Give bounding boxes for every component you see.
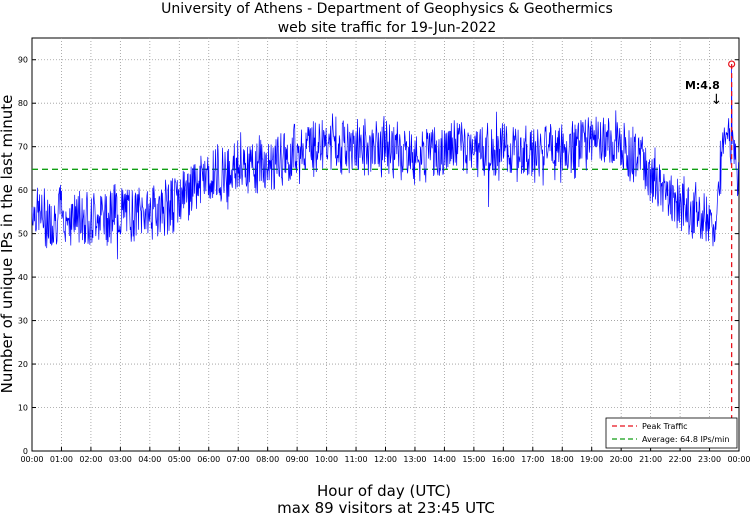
x-axis-label: Hour of day (UTC) [317, 482, 451, 500]
peak-marker [728, 60, 736, 68]
x-tick-label: 23:00 [698, 455, 721, 464]
legend-box [605, 417, 738, 449]
x-tick-label: 19:00 [580, 455, 603, 464]
grid [32, 38, 739, 451]
y-tick-label: 30 [18, 317, 28, 326]
annotation-arrow: ↓ [711, 92, 723, 108]
y-tick-label: 50 [18, 230, 28, 239]
x-tick-label: 17:00 [521, 455, 544, 464]
x-tick-label: 07:00 [227, 455, 250, 464]
x-tick-label: 05:00 [168, 455, 191, 464]
y-tick-label: 0 [23, 447, 28, 456]
x-tick-label: 15:00 [462, 455, 485, 464]
x-tick-label: 01:00 [50, 455, 73, 464]
x-tick-label: 14:00 [433, 455, 456, 464]
x-tick-label: 16:00 [492, 455, 515, 464]
y-tick-label: 40 [18, 273, 28, 282]
chart-subtitle: web site traffic for 19-Jun-2022 [278, 20, 497, 36]
legend-average-label: Average: 64.8 IPs/min [642, 435, 729, 444]
legend: Peak Traffic Average: 64.8 IPs/min [605, 417, 738, 449]
x-tick-label: 10:00 [315, 455, 338, 464]
x-tick-label: 21:00 [639, 455, 662, 464]
x-tick-label: 03:00 [109, 455, 132, 464]
y-tick-label: 70 [18, 143, 28, 152]
x-tick-label: 09:00 [286, 455, 309, 464]
x-tick-label: 11:00 [345, 455, 368, 464]
y-tick-label: 80 [18, 99, 28, 108]
x-tick-label: 13:00 [403, 455, 426, 464]
x-tick-label: 04:00 [138, 455, 161, 464]
chart-title: University of Athens - Department of Geo… [161, 1, 613, 17]
x-ticks: 00:00 01:00 02:00 03:00 04:00 05:00 06:00 07:00… [20, 447, 750, 464]
x-tick-label: 12:00 [374, 455, 397, 464]
y-tick-label: 10 [18, 404, 28, 413]
y-axis-label: Number of unique IPs in the last minute [0, 95, 16, 394]
y-tick-label: 90 [18, 56, 28, 65]
x-tick-label: 08:00 [256, 455, 279, 464]
x-tick-label: 02:00 [79, 455, 102, 464]
y-tick-label: 60 [18, 186, 28, 195]
annotation-label: M:4.8 [685, 79, 720, 92]
x-tick-label: 00:00 [727, 455, 750, 464]
x-tick-label: 00:00 [20, 455, 43, 464]
y-tick-label: 20 [18, 360, 28, 369]
x-tick-label: 06:00 [197, 455, 220, 464]
chart-caption: max 89 visitors at 23:45 UTC [277, 499, 495, 515]
traffic-series-line [31, 64, 739, 260]
y-ticks: 0 10 20 30 40 50 60 70 80 90 [18, 56, 739, 456]
x-tick-label: 18:00 [551, 455, 574, 464]
legend-peak-label: Peak Traffic [642, 422, 688, 431]
plot-area [31, 37, 740, 452]
x-tick-label: 22:00 [669, 455, 692, 464]
x-tick-label: 20:00 [610, 455, 633, 464]
